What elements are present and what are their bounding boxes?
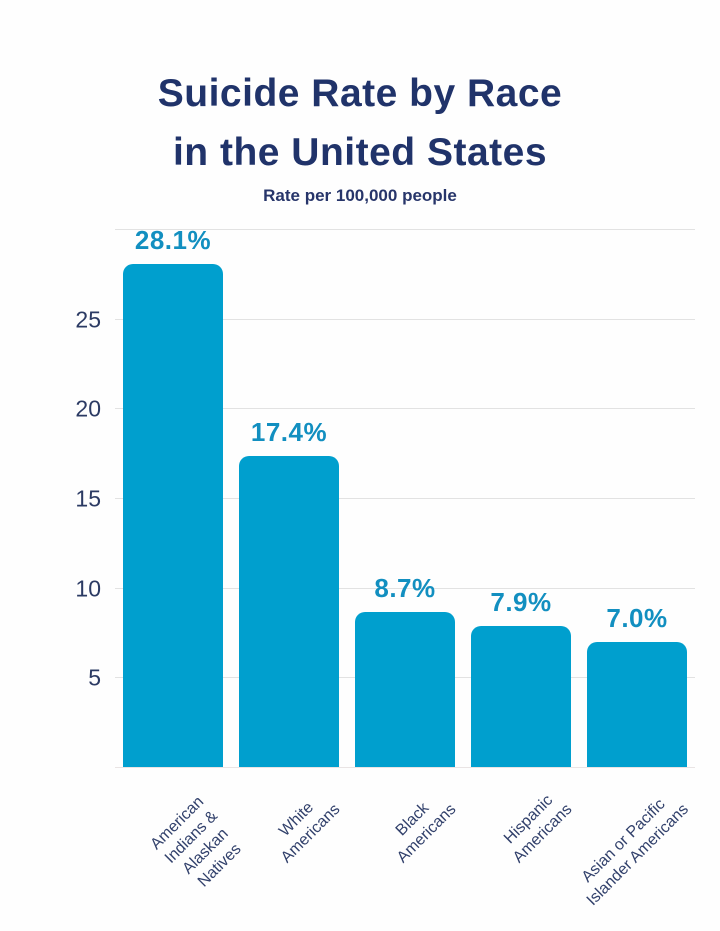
x-axis-label: Hispanic Americans	[501, 791, 576, 867]
chart-title-line-2: in the United States	[172, 131, 548, 174]
bar	[123, 264, 223, 768]
bar	[239, 455, 339, 768]
y-tick-label: 20	[75, 395, 101, 422]
chart-title: Suicide Rate by Race in the United State…	[0, 64, 720, 182]
bar	[355, 611, 455, 768]
bar-value-label: 8.7%	[374, 572, 436, 603]
x-axis-label: White Americans	[276, 798, 344, 867]
bar	[471, 626, 571, 768]
gridline	[115, 318, 695, 320]
bar-value-label: 7.9%	[490, 587, 552, 618]
x-axis-baseline	[115, 767, 695, 768]
y-tick-label: 5	[88, 664, 101, 691]
bar	[587, 642, 687, 768]
plot-area: 5 10 15 20 25 28.1% 17.4% 8.7% 7.9% 7.0% America…	[75, 225, 695, 909]
x-axis-label: Asian or Pacific Islander Americans	[578, 795, 692, 910]
gridline	[115, 229, 695, 230]
chart-subtitle: Rate per 100,000 people	[263, 186, 457, 205]
gridline	[115, 498, 695, 499]
x-axis-label: Black Americans	[393, 799, 460, 867]
bar-value-label: 7.0%	[606, 603, 668, 634]
y-tick-label: 10	[75, 575, 101, 602]
x-axis-label: American Indians & Alaskan Natives	[147, 793, 245, 891]
gridline	[115, 587, 695, 589]
bar-value-label: 28.1%	[134, 225, 212, 256]
y-tick-label: 15	[75, 485, 101, 512]
y-tick-label: 25	[75, 306, 101, 333]
bar-value-label: 17.4%	[250, 416, 328, 447]
gridline	[115, 408, 695, 410]
chart-title-line-1: Suicide Rate by Race	[157, 72, 563, 115]
